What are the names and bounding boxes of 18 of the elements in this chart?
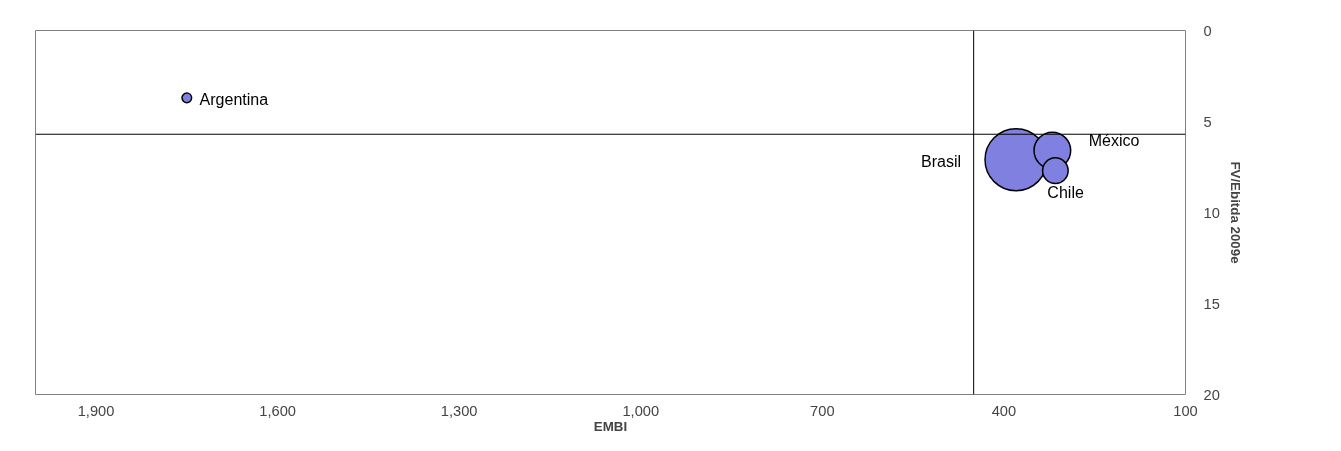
series-label: Brasil <box>921 152 962 170</box>
y-tick-label: 20 <box>1203 386 1220 403</box>
x-axis-title: EMBI <box>593 418 628 434</box>
x-tick-label: 400 <box>991 402 1017 419</box>
series-label: Chile <box>1047 183 1084 201</box>
y-tick-label: 10 <box>1203 204 1220 221</box>
x-tick-label: 1,900 <box>77 402 115 419</box>
x-tick-label: 1,000 <box>622 402 660 419</box>
series-label: México <box>1088 131 1140 149</box>
x-tick-label: 700 <box>810 402 835 419</box>
series-label: Argentina <box>199 90 269 108</box>
y-tick-label: 5 <box>1203 113 1212 130</box>
x-tick-label: 1,300 <box>440 402 478 419</box>
y-tick-label: 15 <box>1203 295 1220 312</box>
y-axis-title: FV/Ebitda 2009e <box>1227 161 1243 264</box>
x-tick-label: 100 <box>1173 402 1198 419</box>
y-tick-label: 0 <box>1203 22 1212 39</box>
x-tick-label: 1,600 <box>259 402 296 419</box>
